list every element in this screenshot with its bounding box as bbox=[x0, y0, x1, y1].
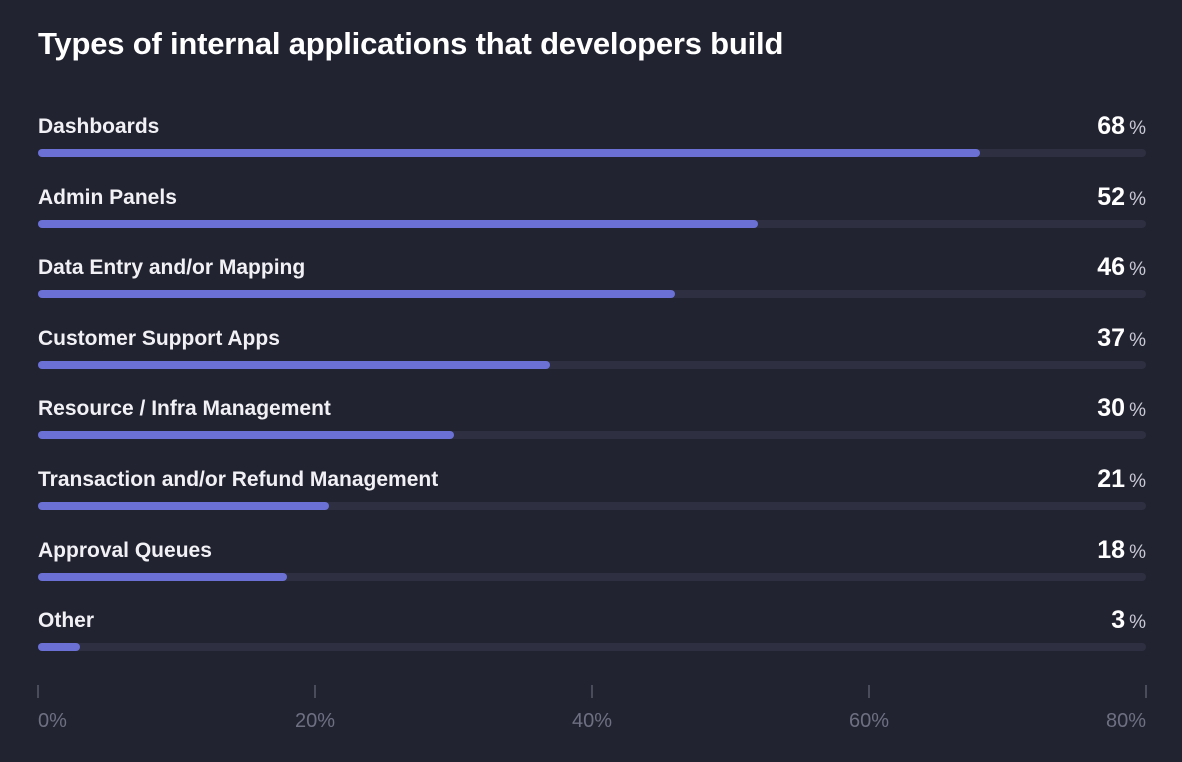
bar bbox=[38, 149, 980, 157]
bar bbox=[38, 219, 759, 228]
bar-value-unit: % bbox=[1129, 259, 1146, 281]
bar-value-unit: % bbox=[1129, 400, 1146, 422]
bar-value: 18% bbox=[1097, 536, 1146, 565]
bar-value: 21% bbox=[1097, 465, 1146, 494]
bar-value-unit: % bbox=[1129, 541, 1146, 563]
bar-value-number: 46 bbox=[1097, 253, 1126, 282]
bar-label: Transaction and/or Refund Management bbox=[38, 468, 439, 491]
bar-value-number: 52 bbox=[1097, 182, 1126, 211]
bar bbox=[38, 643, 80, 652]
bar-track bbox=[38, 219, 1146, 228]
bar-value: 37% bbox=[1097, 324, 1146, 353]
bar-value-number: 37 bbox=[1097, 323, 1126, 352]
bar bbox=[38, 360, 551, 369]
bar-row: Transaction and/or Refund Management 21% bbox=[38, 465, 1146, 518]
x-tick-label: 80% bbox=[1106, 710, 1147, 732]
x-tick-label: 40% bbox=[572, 710, 613, 732]
bar-row: Resource / Infra Management 30% bbox=[38, 394, 1146, 447]
bar-row: Admin Panels 52% bbox=[38, 183, 1146, 236]
bar-value-number: 3 bbox=[1111, 606, 1126, 635]
bar-value-unit: % bbox=[1129, 118, 1146, 139]
x-tick-mark bbox=[314, 685, 316, 698]
bar-row: Dashboards 68% bbox=[38, 112, 1146, 165]
bar-value: 68% bbox=[1097, 112, 1146, 141]
bar bbox=[38, 431, 454, 440]
bar-label: Data Entry and/or Mapping bbox=[38, 256, 306, 280]
bar-value-unit: % bbox=[1129, 612, 1146, 634]
bar-value: 30% bbox=[1097, 394, 1146, 423]
bar-label: Approval Queues bbox=[38, 538, 212, 562]
bar-value-number: 68 bbox=[1097, 112, 1126, 140]
bar-label: Customer Support Apps bbox=[38, 326, 280, 350]
bar-track bbox=[38, 149, 1146, 157]
bar-value: 46% bbox=[1097, 253, 1146, 282]
bar-value-number: 18 bbox=[1097, 535, 1126, 564]
bar bbox=[38, 572, 288, 581]
x-tick-label: 0% bbox=[38, 710, 67, 732]
bar-row: Customer Support Apps 37% bbox=[38, 324, 1146, 377]
bar-label: Other bbox=[38, 609, 95, 633]
bar-value-unit: % bbox=[1129, 188, 1146, 210]
bar-value-number: 21 bbox=[1097, 465, 1126, 493]
x-tick-mark bbox=[37, 685, 39, 698]
bar-row: Data Entry and/or Mapping 46% bbox=[38, 253, 1146, 306]
bar-track bbox=[38, 643, 1146, 652]
bar-track bbox=[38, 502, 1146, 510]
bar-value-unit: % bbox=[1129, 329, 1146, 351]
bar-value-unit: % bbox=[1129, 471, 1146, 492]
bar-label: Dashboards bbox=[38, 115, 160, 138]
bar bbox=[38, 502, 329, 510]
bar-row: Other 3% bbox=[38, 606, 1146, 659]
bar-track bbox=[38, 290, 1146, 299]
bar-value: 3% bbox=[1111, 606, 1146, 635]
x-tick-mark bbox=[1145, 685, 1147, 698]
bar-value-number: 30 bbox=[1097, 394, 1126, 423]
bar-track bbox=[38, 572, 1146, 581]
chart-title: Types of internal applications that deve… bbox=[38, 26, 784, 61]
bar-track bbox=[38, 360, 1146, 369]
bar-row: Approval Queues 18% bbox=[38, 536, 1146, 589]
bar-value: 52% bbox=[1097, 183, 1146, 212]
x-tick-label: 60% bbox=[849, 710, 890, 732]
x-tick-mark bbox=[868, 685, 870, 698]
bar-label: Resource / Infra Management bbox=[38, 397, 331, 421]
x-tick-mark bbox=[591, 685, 593, 698]
bar bbox=[38, 290, 676, 299]
bar-track bbox=[38, 431, 1146, 440]
x-tick-label: 20% bbox=[295, 710, 336, 732]
bar-label: Admin Panels bbox=[38, 185, 177, 209]
